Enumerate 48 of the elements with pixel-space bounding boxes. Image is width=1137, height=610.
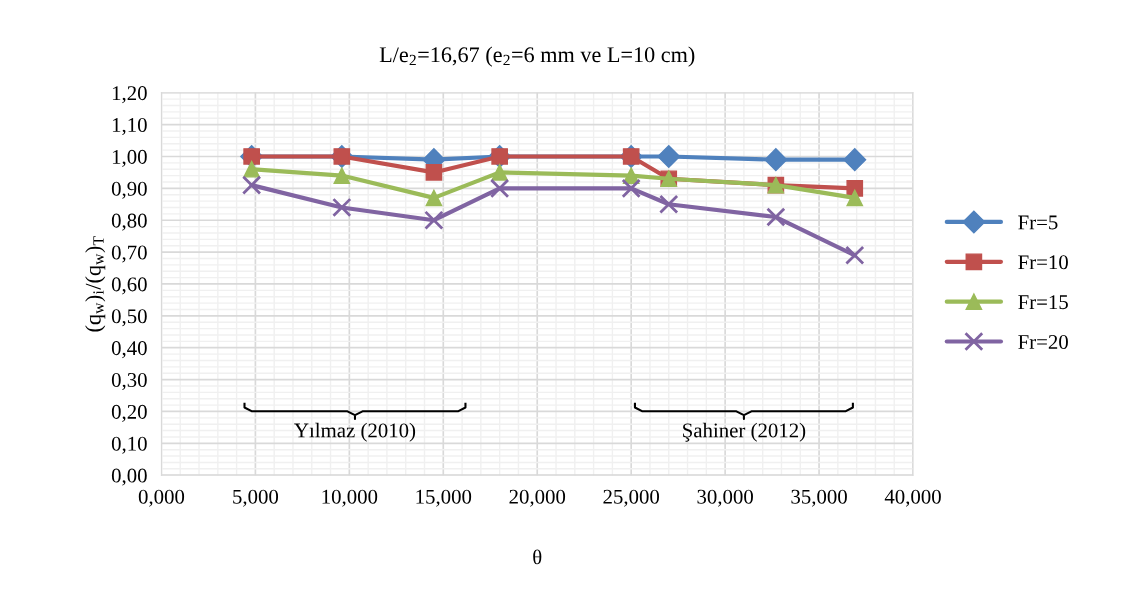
point	[764, 148, 788, 172]
point	[333, 167, 351, 184]
x-tick-label: 0,000	[138, 489, 185, 507]
y-tick-label: 0,30	[111, 372, 147, 390]
point	[241, 175, 262, 195]
x-tick-label: 10,000	[322, 489, 378, 507]
annotation: Yılmaz (2010)	[294, 422, 416, 442]
legend-label: Fr=5	[1018, 215, 1058, 230]
y-tick-label: 0,90	[111, 181, 147, 199]
y-tick-label: 0,10	[111, 436, 147, 454]
point	[332, 197, 352, 218]
legend-label: Fr=15	[1018, 295, 1068, 310]
y-axis-title: (q$_{w}$)$_{i}$/(q$_{w}$)$_{T}$	[85, 236, 106, 332]
y-tick-label: 0,70	[111, 245, 147, 263]
point	[491, 164, 508, 181]
x-tick-label: 20,000	[509, 489, 566, 507]
legend-label: Fr=20	[1018, 334, 1068, 350]
point	[659, 194, 679, 214]
point	[424, 210, 444, 230]
y-tick-label: 0,00	[111, 468, 147, 486]
point	[621, 178, 641, 199]
y-tick-label: 1,00	[112, 149, 147, 167]
point	[766, 207, 786, 227]
x-tick-label: 40,000	[884, 489, 941, 507]
point	[489, 178, 510, 199]
point	[425, 164, 443, 181]
y-tick-label: 0,80	[111, 213, 147, 231]
y-tick-label: 1,20	[112, 86, 147, 104]
x-tick-label: 15,000	[416, 489, 472, 507]
x-tick-label: 30,000	[697, 489, 753, 507]
point	[657, 144, 681, 168]
x-tick-label: 5,000	[233, 489, 279, 507]
point	[425, 189, 443, 207]
point	[845, 245, 865, 265]
x-tick-label: 35,000	[791, 489, 847, 507]
point	[843, 148, 867, 172]
y-tick-label: 0,40	[111, 341, 147, 359]
chart-title: L/e$_{2}$=16,67 (e$_{2}$=6 mm ve L=10 cm)	[379, 46, 695, 67]
y-tick-label: 0,60	[111, 277, 147, 295]
annotation: Şahiner (2012)	[683, 422, 806, 442]
point	[243, 160, 260, 178]
y-tick-label: 1,10	[112, 117, 147, 136]
legend-label: Fr=10	[1018, 255, 1068, 270]
y-tick-label: 0,20	[111, 404, 147, 422]
x-tick-label: 25,000	[603, 489, 660, 507]
y-tick-label: 0,50	[111, 309, 147, 327]
x-axis-title: θ	[533, 549, 542, 565]
point	[846, 189, 864, 207]
